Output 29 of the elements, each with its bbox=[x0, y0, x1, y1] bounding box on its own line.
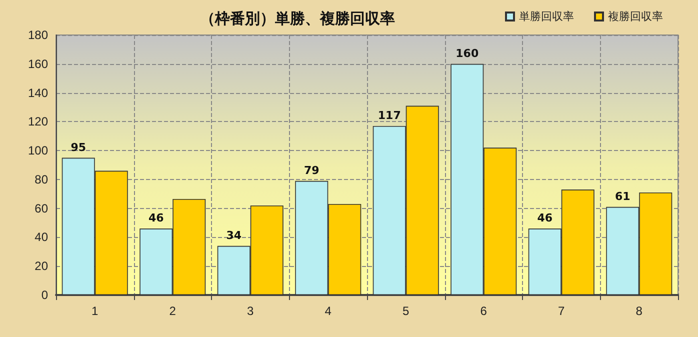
x-tick-label: 8 bbox=[636, 304, 643, 318]
y-tick-label: 60 bbox=[34, 201, 48, 216]
x-tick-label: 2 bbox=[169, 304, 176, 318]
data-label: 117 bbox=[378, 109, 401, 122]
y-tick-label: 0 bbox=[41, 288, 48, 302]
data-label: 79 bbox=[304, 164, 320, 177]
data-label: 95 bbox=[70, 140, 86, 154]
data-label: 61 bbox=[614, 190, 630, 203]
y-tick-label: 40 bbox=[34, 230, 48, 244]
y-tick-label: 160 bbox=[28, 56, 48, 71]
x-tick-label: 5 bbox=[402, 304, 410, 318]
x-tick-label: 6 bbox=[480, 304, 488, 318]
x-tick-label: 4 bbox=[324, 304, 332, 318]
legend-label: 単勝回収率 bbox=[519, 10, 574, 23]
y-tick-label: 180 bbox=[28, 28, 48, 42]
data-label: 46 bbox=[537, 212, 553, 225]
legend-label: 複勝回収率 bbox=[608, 10, 663, 23]
data-label: 34 bbox=[226, 228, 242, 242]
x-tick-label: 3 bbox=[247, 304, 254, 318]
x-tick-label: 7 bbox=[558, 304, 566, 318]
y-tick-label: 80 bbox=[34, 172, 48, 186]
chart-title: （枠番別）単勝、複勝回収率 bbox=[200, 10, 395, 28]
y-tick-label: 140 bbox=[28, 86, 48, 100]
y-tick-label: 120 bbox=[28, 114, 48, 129]
y-tick-label: 100 bbox=[28, 144, 48, 158]
y-tick-label: 20 bbox=[34, 259, 48, 274]
x-tick-label: 1 bbox=[92, 304, 99, 318]
data-label: 46 bbox=[148, 212, 164, 225]
data-label: 160 bbox=[456, 46, 479, 60]
